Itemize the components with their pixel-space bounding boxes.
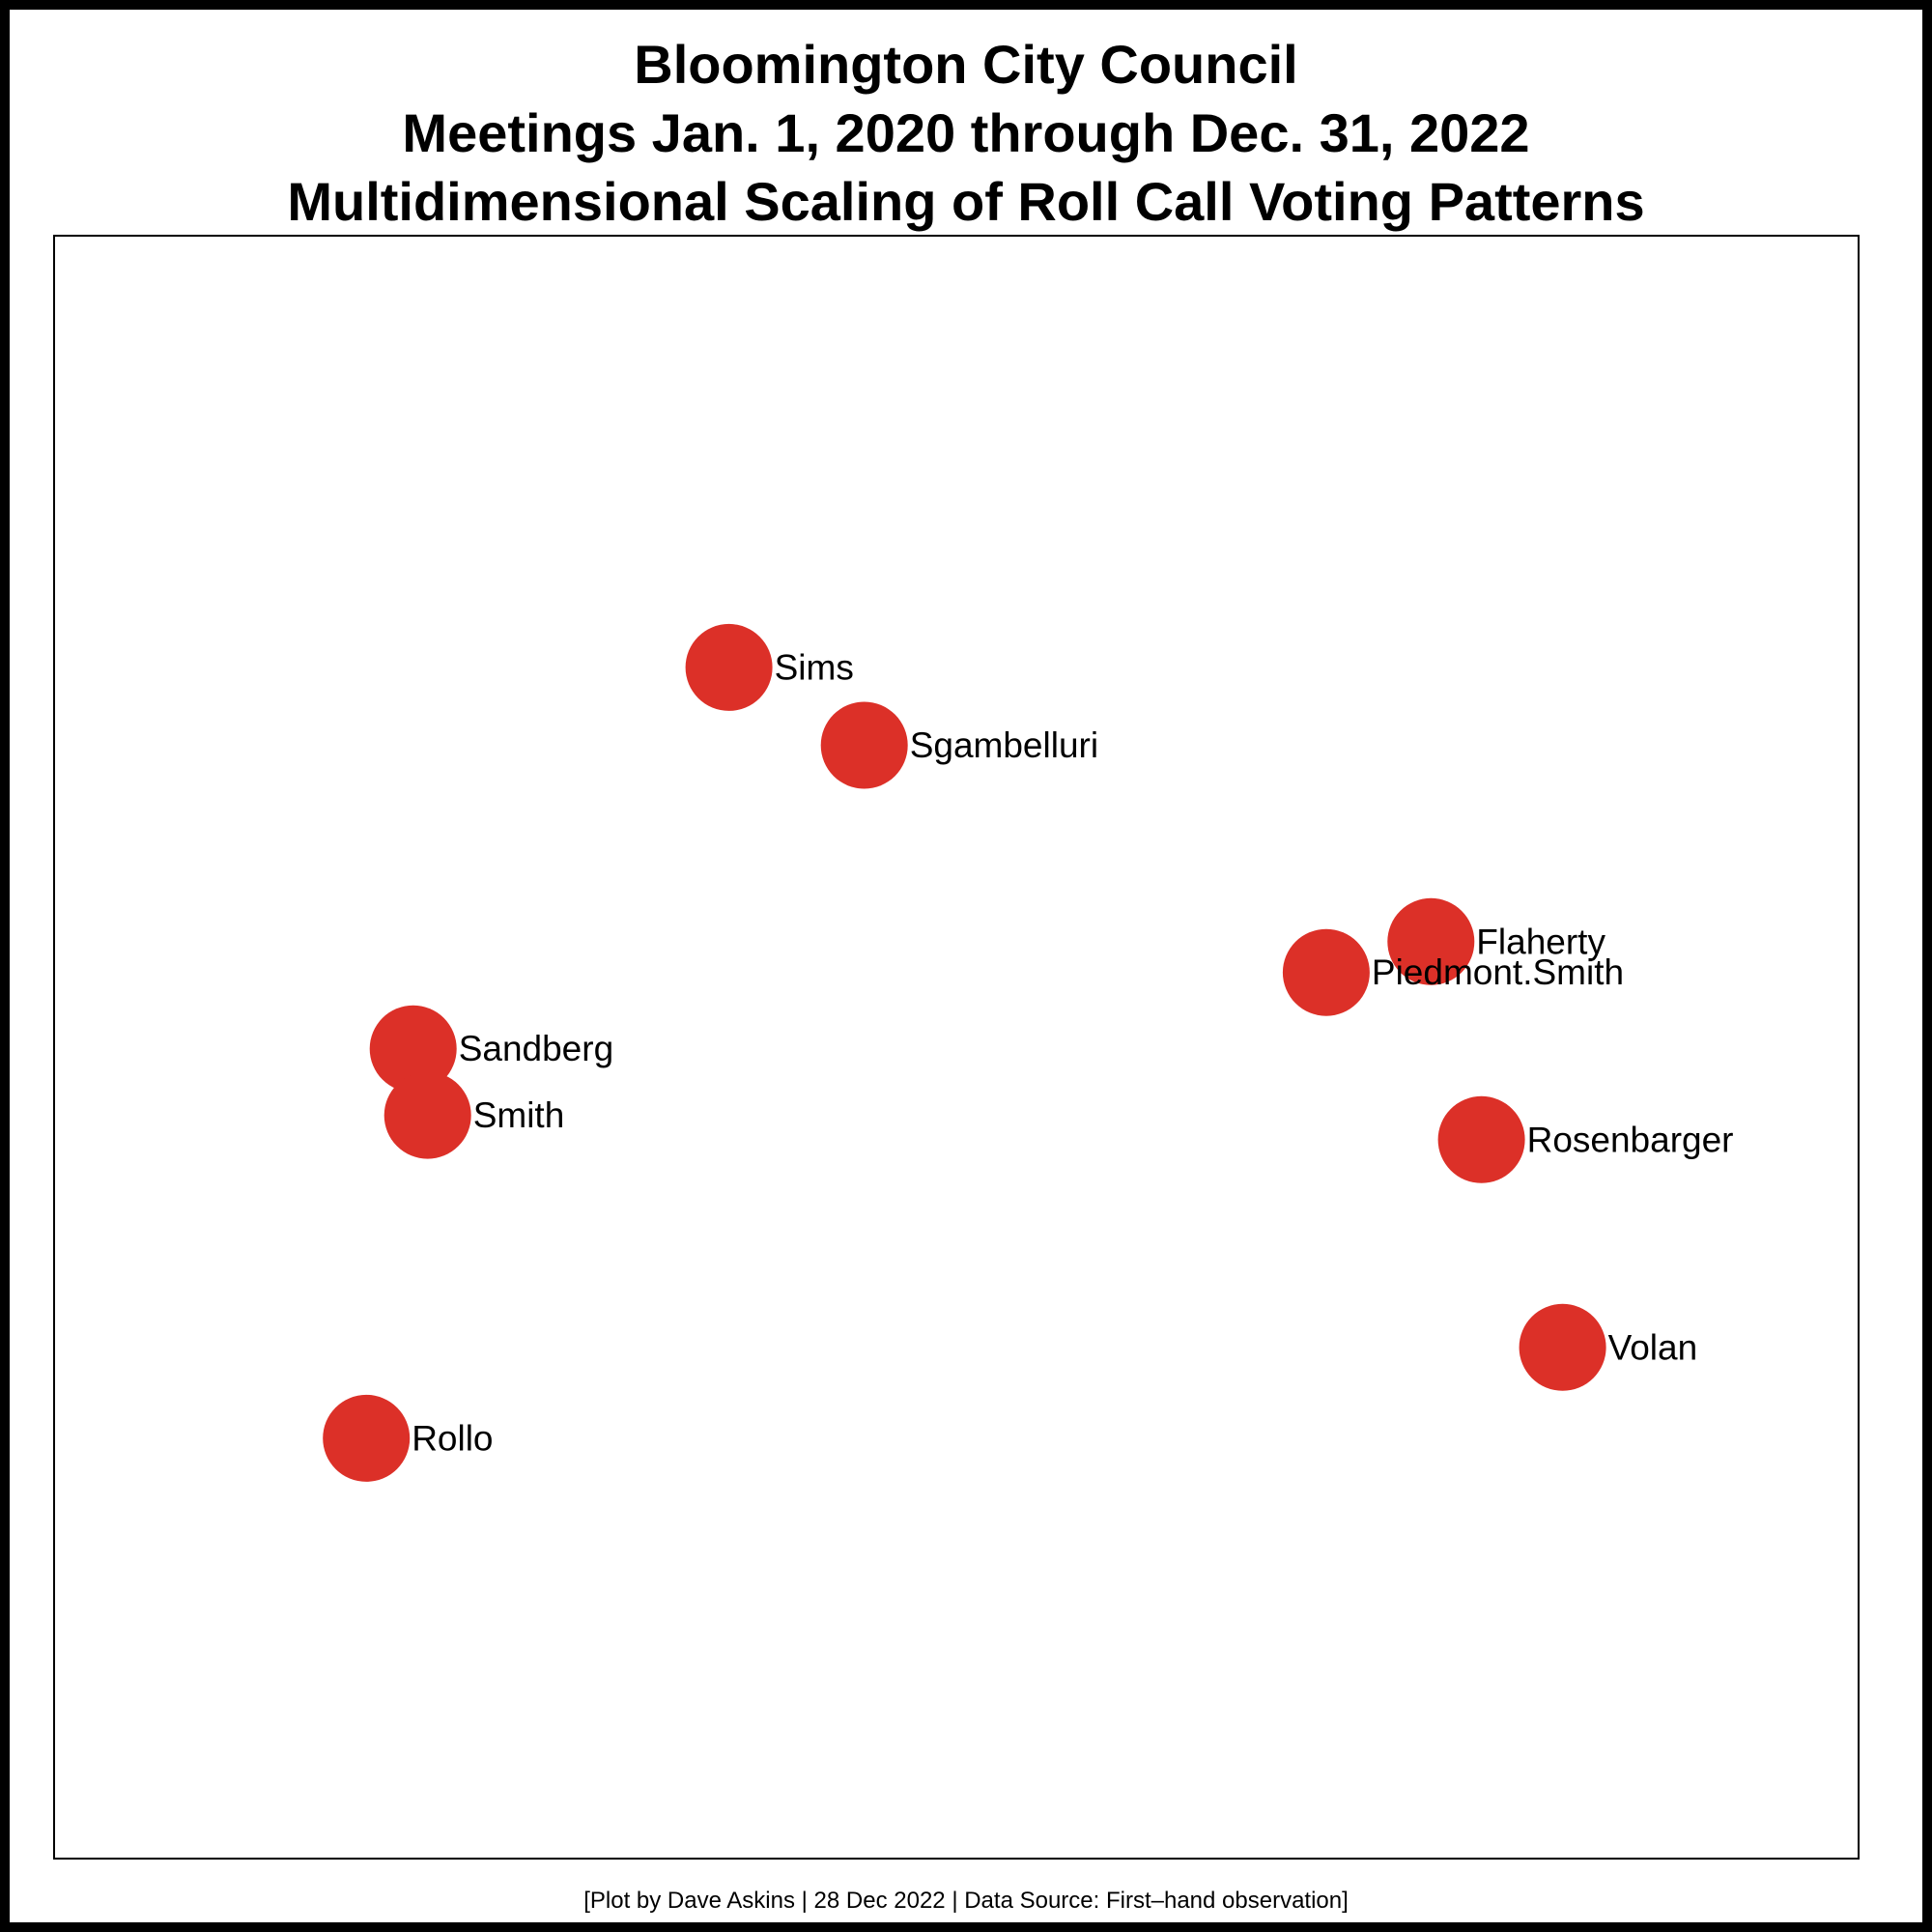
point-rosenbarger [1437, 1095, 1525, 1183]
chart-caption: [Plot by Dave Askins | 28 Dec 2022 | Dat… [583, 1888, 1349, 1914]
point-label-rosenbarger: Rosenbarger [1527, 1120, 1734, 1159]
chart-title-line-2: Meetings Jan. 1, 2020 through Dec. 31, 2… [402, 102, 1530, 163]
point-label-volan: Volan [1608, 1327, 1698, 1367]
point-smith [384, 1071, 471, 1159]
point-label-piedmont-smith: Piedmont.Smith [1372, 952, 1624, 992]
point-rollo [323, 1394, 411, 1482]
point-label-smith: Smith [473, 1095, 565, 1135]
points-layer [323, 623, 1606, 1482]
point-label-flaherty: Flaherty [1476, 922, 1605, 961]
point-sandberg [369, 1005, 457, 1093]
plot-frame [53, 235, 1860, 1860]
point-label-rollo: Rollo [412, 1418, 493, 1458]
point-flaherty [1387, 897, 1475, 985]
chart-title-line-3: Multidimensional Scaling of Roll Call Vo… [287, 171, 1645, 232]
chart-title-line-1: Bloomington City Council [634, 34, 1298, 95]
point-piedmont-smith [1282, 928, 1370, 1016]
point-sims [685, 623, 773, 711]
point-label-sgambelluri: Sgambelluri [910, 725, 1098, 765]
point-label-sims: Sims [775, 647, 854, 687]
chart-page: Bloomington City Council Meetings Jan. 1… [10, 10, 1922, 1922]
point-label-sandberg: Sandberg [459, 1029, 613, 1068]
point-volan [1519, 1303, 1606, 1391]
point-sgambelluri [820, 701, 908, 789]
